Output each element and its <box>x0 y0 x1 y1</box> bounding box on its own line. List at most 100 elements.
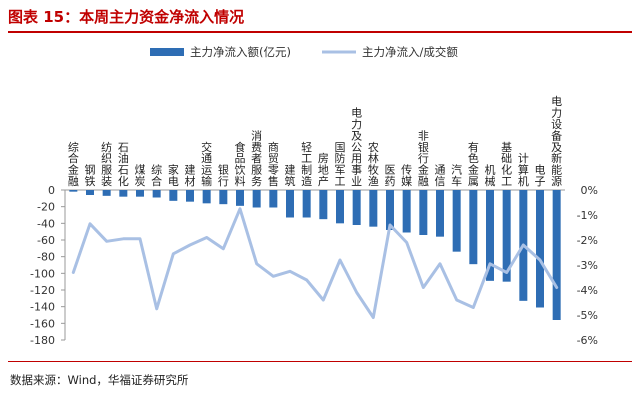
line-point <box>138 237 142 240</box>
line-point <box>522 243 525 247</box>
line-point <box>438 262 442 265</box>
bar <box>436 190 444 237</box>
bar <box>136 190 144 197</box>
bar <box>86 190 94 195</box>
category-label: 有色金属 <box>468 140 479 188</box>
category-label: 综合 <box>151 163 162 188</box>
line-series <box>71 207 559 319</box>
bar <box>169 190 178 201</box>
category-label: 煤炭 <box>135 164 146 188</box>
category-label: 家电 <box>168 163 179 188</box>
line-point <box>122 237 125 240</box>
category-label: 石油石化 <box>118 141 129 188</box>
legend-line-label: 主力净流入/成交额 <box>362 45 458 59</box>
left-axis-tick-label: -40 <box>37 217 55 230</box>
category-label: 农林牧渔 <box>368 140 379 188</box>
source-note: 数据来源：Wind，华福证券研究所 <box>10 373 189 387</box>
category-label: 纺织服装 <box>101 140 112 188</box>
category-label: 医药 <box>385 164 396 188</box>
bar <box>186 190 194 202</box>
legend-bar-swatch <box>150 48 184 56</box>
bar <box>102 190 111 196</box>
category-label: 国防军工 <box>335 141 346 188</box>
line-point <box>322 298 325 302</box>
line-point <box>188 243 192 247</box>
line-point <box>388 223 392 227</box>
category-label: 电力及公用事业 <box>351 107 362 188</box>
category-label: 商贸零售 <box>268 140 279 188</box>
line-point <box>455 298 458 302</box>
bar <box>69 190 78 192</box>
bar <box>419 190 428 235</box>
bar <box>319 190 328 220</box>
left-axis-tick-label: -60 <box>37 234 55 247</box>
line-point <box>288 270 292 273</box>
category-labels: 综合金融钢铁纺织服装石油石化煤炭综合家电建材交通运输银行食品饮料消费者服务商贸零… <box>68 95 562 188</box>
line-point <box>222 247 225 250</box>
right-axis-tick-label: -6% <box>577 334 598 347</box>
left-axis-tick-label: -100 <box>30 267 55 280</box>
bar <box>219 190 228 205</box>
category-label: 银行 <box>218 163 229 188</box>
line-point <box>472 306 475 309</box>
bar <box>486 190 494 281</box>
left-axis-tick-label: -20 <box>37 201 55 214</box>
left-axis-tick-label: 0 <box>48 184 55 197</box>
line-point <box>172 252 175 255</box>
left-axis: 0 -20 -40 -60 -80 -100 -120 -140 -160 -180 <box>30 184 565 347</box>
bar <box>369 190 378 227</box>
left-axis-tick-label: -180 <box>30 334 55 347</box>
bar <box>252 190 261 208</box>
line-point <box>88 222 92 225</box>
bar <box>269 190 278 208</box>
bar <box>336 190 344 224</box>
line-point <box>238 207 242 210</box>
footer-divider <box>8 361 632 362</box>
legend: 主力净流入额(亿元) 主力净流入/成交额 <box>150 45 458 59</box>
category-label: 建筑 <box>285 163 296 188</box>
line-point <box>338 258 342 262</box>
right-axis-tick-label: 0% <box>581 184 598 197</box>
title-divider <box>8 31 632 33</box>
chart: 主力净流入额(亿元) 主力净流入/成交额 0 -20 -40 -60 -80 -100 -1… <box>30 45 598 347</box>
category-label: 电力设备及新能源 <box>551 95 562 188</box>
category-label: 建材 <box>185 163 196 188</box>
bar <box>152 190 161 198</box>
category-label: 轻工制造 <box>301 140 312 188</box>
line-point <box>422 286 425 289</box>
bar <box>536 190 544 308</box>
bar <box>402 190 411 233</box>
bar <box>236 190 244 206</box>
category-label: 钢铁 <box>85 164 96 188</box>
category-label: 汽车 <box>451 163 462 188</box>
category-label: 电子 <box>535 164 546 188</box>
right-axis-tick-label: -4% <box>577 284 598 297</box>
left-axis-tick-label: -140 <box>30 301 55 314</box>
bar <box>502 190 511 282</box>
category-label: 传媒 <box>401 164 412 188</box>
category-label: 食品饮料 <box>235 140 246 188</box>
category-label: 交通运输 <box>201 140 212 188</box>
left-axis-tick-label: -80 <box>37 251 55 264</box>
right-axis-tick-label: -5% <box>577 309 598 322</box>
category-label: 基础化工 <box>501 141 512 188</box>
line-point <box>272 275 275 278</box>
line-point <box>305 278 308 282</box>
figure-title: 图表 15：本周主力资金净流入情况 <box>8 8 245 26</box>
bar <box>119 190 128 197</box>
category-label: 房地产 <box>318 152 329 188</box>
line-point <box>355 291 358 294</box>
bar <box>452 190 461 252</box>
category-label: 消费者服务 <box>251 128 262 188</box>
right-axis: 0% -1% -2% -3% -4% -5% -6% <box>577 184 598 347</box>
line-point <box>555 286 558 289</box>
line-point <box>538 258 542 262</box>
ratio-line <box>71 207 559 319</box>
category-label: 计算机 <box>518 152 529 188</box>
right-axis-tick-label: -1% <box>577 209 598 222</box>
right-axis-tick-label: -3% <box>577 259 598 272</box>
right-axis-tick-label: -2% <box>577 234 598 247</box>
line-point <box>205 236 208 239</box>
category-label: 通信 <box>435 164 446 188</box>
bar <box>552 190 561 320</box>
